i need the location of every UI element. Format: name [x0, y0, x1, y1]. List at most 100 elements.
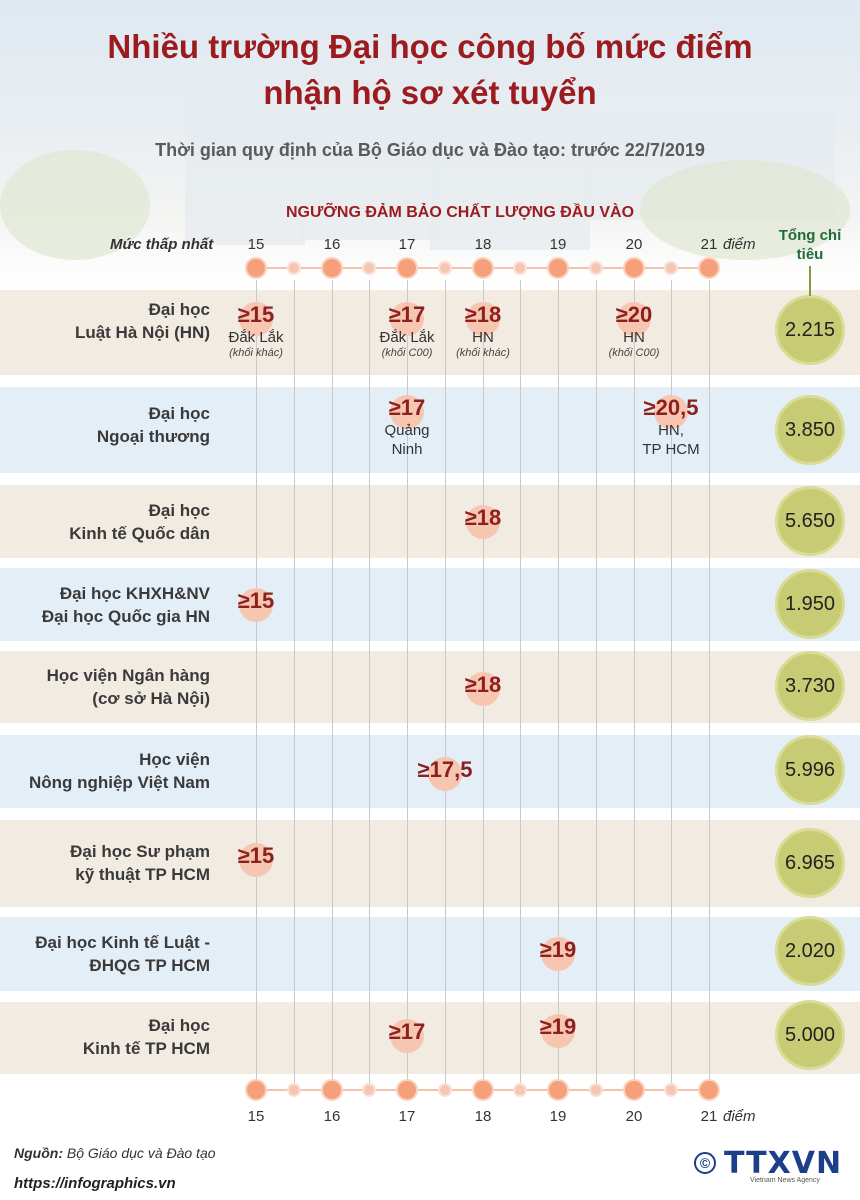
scale-marker-major	[623, 1079, 645, 1101]
score-bubble	[466, 505, 500, 539]
scale-tick-label: 20	[625, 236, 643, 253]
school-name: Đại học Ngoại thương	[0, 402, 210, 448]
tree-image	[640, 160, 850, 260]
scale-marker-major	[396, 1079, 418, 1101]
school-name: Đại học Kinh tế Luật - ĐHQG TP HCM	[0, 931, 210, 977]
school-name-line-1: Đại học Sư phạm	[70, 842, 210, 861]
school-name: Đại học Kinh tế Quốc dân	[0, 499, 210, 545]
score-location: HN	[623, 329, 645, 346]
total-quota: 5.650	[775, 486, 845, 556]
school-name: Đại học Luật Hà Nội (HN)	[0, 298, 210, 344]
score-threshold: ≥18 HN (khối khác)	[428, 302, 538, 359]
score-value: ≥18	[464, 672, 502, 697]
school-name: Học viện Nông nghiệp Việt Nam	[0, 748, 210, 794]
scale-tick-label: 21	[700, 1108, 718, 1125]
school-name-line-2: kỹ thuật TP HCM	[75, 865, 210, 884]
school-name: Học viện Ngân hàng (cơ sở Hà Nội)	[0, 664, 210, 710]
score-value: ≥18	[464, 302, 502, 327]
scale-marker-major	[547, 257, 569, 279]
school-name-line-1: Đại học KHXH&NV	[59, 584, 210, 603]
school-name-line-2: Ngoại thương	[96, 427, 210, 446]
score-value: ≥15	[237, 843, 275, 868]
scale-marker-minor	[438, 1083, 452, 1097]
scale-unit-label: điểm	[723, 236, 756, 253]
school-name-line-1: Đại học Kinh tế Luật -	[35, 933, 210, 952]
score-value: ≥18	[464, 505, 502, 530]
scale-marker-minor	[362, 261, 376, 275]
scale-tick-label: 18	[474, 1108, 492, 1125]
scale-tick-label: 15	[247, 236, 265, 253]
building-image	[300, 40, 440, 240]
scale-tick-label: 18	[474, 236, 492, 253]
score-value: ≥17,5	[417, 757, 473, 782]
school-name: Đại học Sư phạm kỹ thuật TP HCM	[0, 840, 210, 886]
score-bubble	[239, 843, 273, 877]
school-row: Đại học Luật Hà Nội (HN)	[0, 290, 860, 375]
score-bubble	[428, 757, 462, 791]
scale-marker-major	[547, 1079, 569, 1101]
school-name-line-1: Học viện	[139, 750, 210, 769]
school-name: Đại học Kinh tế TP HCM	[0, 1014, 210, 1060]
score-threshold: ≥17 Đắk Lắk (khối C00)	[352, 302, 462, 359]
school-name-line-1: Đại học	[148, 501, 210, 520]
source-label: Nguồn:	[14, 1145, 63, 1161]
total-quota: 6.965	[775, 828, 845, 898]
total-quota: 3.850	[775, 395, 845, 465]
score-bubble	[239, 588, 273, 622]
ttxvn-logo: © TTXVN Vietnam News Agency	[694, 1146, 844, 1188]
score-guide-line	[407, 280, 408, 1085]
scale-marker-minor	[664, 1083, 678, 1097]
source-url[interactable]: https://infographics.vn	[14, 1175, 176, 1192]
score-guide-line	[256, 280, 257, 1085]
title-line-1: Nhiều trường Đại học công bố mức điểm	[107, 28, 753, 65]
school-row: Đại học Ngoại thương	[0, 387, 860, 473]
scale-tick-label: 17	[398, 236, 416, 253]
axis-label: Mức thấp nhất	[110, 236, 214, 253]
school-name-line-2: Kinh tế TP HCM	[82, 1039, 210, 1058]
scale-tick-label: 17	[398, 1108, 416, 1125]
score-bubble	[466, 672, 500, 706]
scale-marker-major	[396, 257, 418, 279]
school-row: Đại học Sư phạm kỹ thuật TP HCM	[0, 820, 860, 907]
scale-marker-minor	[589, 1083, 603, 1097]
scale-marker-minor	[287, 261, 301, 275]
score-location: HN	[472, 329, 494, 346]
page-subtitle: Thời gian quy định của Bộ Giáo dục và Đà…	[155, 140, 705, 160]
scale-marker-major	[321, 257, 343, 279]
score-guide-line	[369, 280, 370, 1085]
score-value: ≥19	[539, 937, 577, 962]
score-bubble	[541, 1014, 575, 1048]
total-quota: 5.996	[775, 735, 845, 805]
score-block: (khối C00)	[381, 347, 433, 359]
score-block: (khối khác)	[456, 347, 510, 359]
scale-marker-minor	[362, 1083, 376, 1097]
scale-marker-major	[472, 257, 494, 279]
score-guide-line	[520, 280, 521, 1085]
scale-marker-major	[245, 1079, 267, 1101]
score-bubble	[466, 302, 500, 336]
score-guide-line	[634, 280, 635, 1085]
school-row: Đại học Kinh tế Luật - ĐHQG TP HCM	[0, 917, 860, 991]
score-bubble	[390, 1019, 424, 1053]
score-location: Quảng	[384, 422, 430, 439]
total-quota: 1.950	[775, 569, 845, 639]
score-block: (khối C00)	[608, 347, 660, 359]
total-quota: 5.000	[775, 1000, 845, 1070]
school-name-line-2: Nông nghiệp Việt Nam	[28, 773, 210, 792]
scale-tick-label: 15	[247, 1108, 265, 1125]
score-threshold: ≥20 HN (khối C00)	[579, 302, 689, 359]
school-name-line-1: Đại học	[148, 300, 210, 319]
scale-tick-label: 19	[549, 236, 567, 253]
score-bubble	[390, 395, 424, 429]
source-text: Bộ Giáo dục và Đào tạo	[66, 1145, 216, 1161]
score-threshold: ≥17,5	[390, 757, 500, 791]
school-row: Học viện Ngân hàng (cơ sở Hà Nội)	[0, 651, 860, 723]
score-block: (khối khác)	[229, 347, 283, 359]
scale-marker-major	[623, 257, 645, 279]
score-bubble	[390, 302, 424, 336]
title-line-2: nhận hộ sơ xét tuyển	[263, 74, 597, 111]
total-quota: 3.730	[775, 651, 845, 721]
total-quota: 2.215	[775, 295, 845, 365]
school-row: Đại học Kinh tế Quốc dân	[0, 485, 860, 558]
